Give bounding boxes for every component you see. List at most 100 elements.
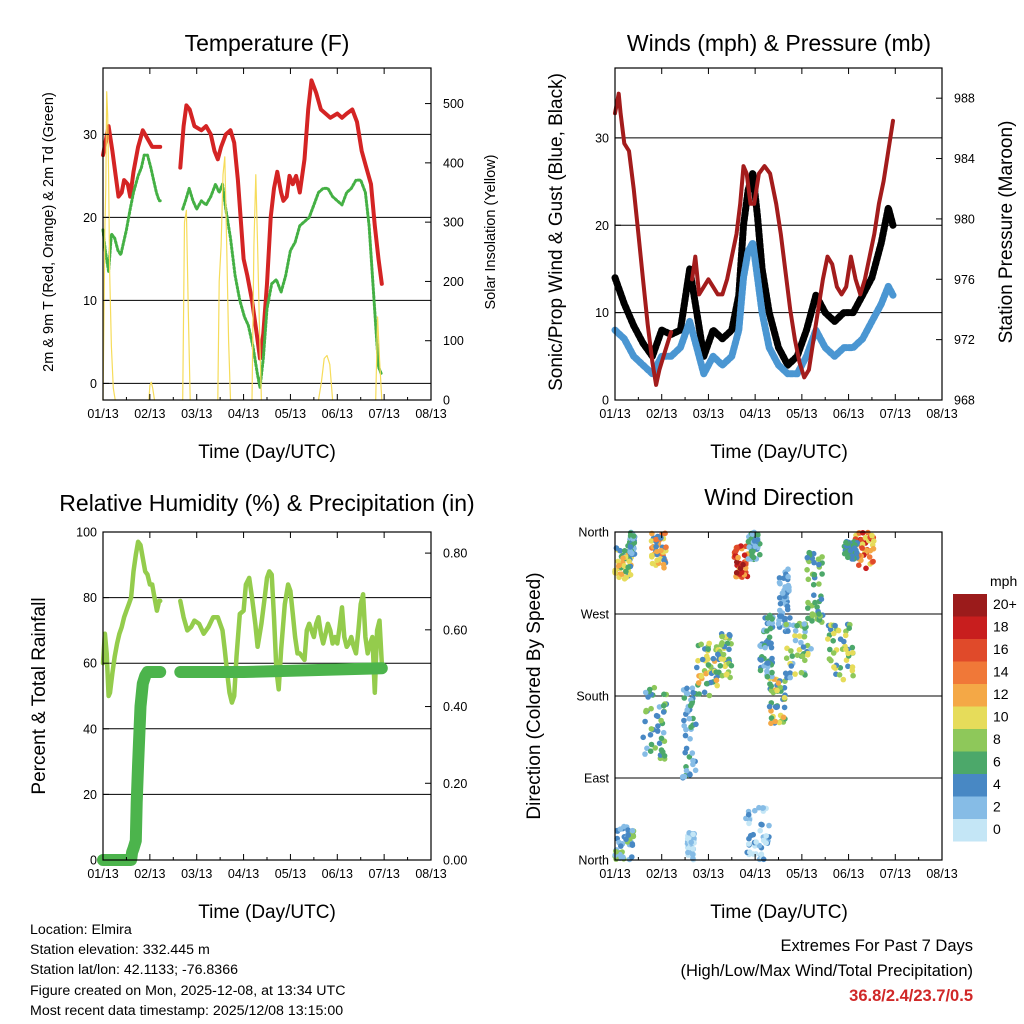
wind-direction-point <box>849 650 856 656</box>
wind-direction-point <box>687 736 693 742</box>
wind-direction-point <box>686 754 693 760</box>
wind-direction-point <box>768 708 774 714</box>
wind-direction-point <box>782 584 788 590</box>
wind-direction-point <box>805 576 812 583</box>
wind-direction-point <box>745 841 752 847</box>
wind_direction-x-tick-label: 02/13 <box>646 867 677 881</box>
elevation-text: Station elevation: 332.445 m <box>30 942 210 959</box>
wind-direction-point <box>689 685 696 691</box>
wind-direction-point <box>776 595 783 601</box>
colorbar-swatch <box>953 796 987 819</box>
wind-direction-point <box>653 712 660 719</box>
wind-direction-point <box>794 652 801 658</box>
wind-direction-point <box>706 640 712 647</box>
humidity-y2-tick-label: 0.60 <box>443 623 467 637</box>
wind-direction-point <box>845 663 851 670</box>
wind-direction-point <box>781 694 788 701</box>
temperature-y2-axis-label: Solar Insolation (Yellow) <box>483 154 499 309</box>
wind-direction-point <box>846 625 852 631</box>
humidity-y2-tick-label: 0.40 <box>443 700 467 714</box>
wind-direction-point <box>710 655 717 662</box>
wind-direction-point <box>787 674 793 681</box>
wind-direction-point <box>660 561 667 568</box>
wind-direction-point <box>654 728 661 734</box>
winds-y2-axis: 968 972 976 980 984 988 <box>936 92 975 408</box>
wind-direction-point <box>816 581 822 587</box>
temperature-y-tick-label: 0 <box>90 377 97 391</box>
wind-direction-point <box>849 644 856 651</box>
wind-direction-point <box>716 669 722 676</box>
temperature-y2-tick-label: 200 <box>443 275 464 289</box>
wind-direction-point <box>827 626 834 633</box>
temperature-y2-tick-label: 400 <box>443 156 464 170</box>
wind-direction-point <box>851 545 858 551</box>
winds-panel: Winds (mph) & Pressure (mb) Time (Day/UT… <box>546 30 1017 463</box>
humidity-y-axis-label: Percent & Total Rainfall <box>29 597 50 794</box>
wind-direction-point <box>621 823 627 830</box>
wind-direction-point <box>843 646 849 653</box>
wind-direction-point <box>798 669 805 676</box>
wind-direction-point <box>792 633 798 639</box>
wind-direction-point <box>746 544 752 550</box>
latlon-text: Station lat/lon: 42.1133; -76.8366 <box>30 962 238 979</box>
temperature-x-tick-label: 03/13 <box>181 407 212 421</box>
winds-title: Winds (mph) & Pressure (mb) <box>627 30 931 56</box>
wind-direction-point <box>660 749 666 755</box>
wind-direction-point <box>776 575 783 581</box>
wind-direction-point <box>792 637 799 644</box>
wind-direction-point <box>781 685 788 691</box>
wind-direction-point <box>703 680 710 687</box>
wind-direction-point <box>816 611 822 617</box>
temperature-frame <box>102 67 432 401</box>
wind-direction-point <box>769 655 775 662</box>
winds-x-tick-label: 08/13 <box>926 407 957 421</box>
colorbar-label: 10 <box>993 709 1009 725</box>
humidity-x-axis-label: Time (Day/UTC) <box>198 902 336 923</box>
wind_direction-y-tick-label: North <box>578 854 609 868</box>
wind-direction-point <box>766 703 773 710</box>
wind-direction-point <box>789 653 796 659</box>
winds-y2-tick-label: 984 <box>954 152 975 166</box>
wind-direction-point <box>757 551 763 558</box>
wind-direction-point <box>715 651 721 658</box>
wind_direction-y-tick-label: West <box>581 608 610 622</box>
humidity-x-tick-label: 05/13 <box>275 867 306 881</box>
wind-direction-point <box>642 751 648 757</box>
wind-direction-point <box>648 726 655 732</box>
wind-direction-point <box>769 616 775 622</box>
wind-direction-point <box>720 651 727 658</box>
wind-direction-point <box>811 592 817 598</box>
wind-direction-point <box>629 854 635 860</box>
temperature-series-2m-t <box>101 78 384 361</box>
temperature-x-tick-label: 02/13 <box>134 407 165 421</box>
wind-direction-point <box>749 531 756 537</box>
wind-direction-point <box>690 757 696 764</box>
wind-direction-point <box>757 827 763 834</box>
wind-direction-point <box>757 642 763 649</box>
wind-direction-point <box>804 652 811 658</box>
wind-direction-point <box>625 564 631 570</box>
wind-direction-x-axis-label: Time (Day/UTC) <box>710 902 848 923</box>
wind-direction-point <box>620 555 626 561</box>
wind-direction-point <box>748 548 755 555</box>
winds-x-tick-label: 06/13 <box>833 407 864 421</box>
winds-series-gust <box>611 169 897 369</box>
wind_direction-y-tick-label: East <box>584 772 610 786</box>
wind-direction-point <box>845 554 851 561</box>
humidity-y2-axis: 0.00 0.20 0.40 0.60 0.80 <box>425 547 467 868</box>
wind-direction-point <box>658 547 664 554</box>
winds-y-axis-label: Sonic/Prop Wind & Gust (Blue, Black) <box>546 73 567 391</box>
winds-x-tick-label: 05/13 <box>786 407 817 421</box>
wind-direction-point <box>705 662 712 668</box>
wind-direction-point <box>804 567 810 573</box>
humidity-x-tick-label: 08/13 <box>415 867 446 881</box>
winds-y-tick-label: 30 <box>595 131 609 145</box>
winds-y-tick-label: 20 <box>595 219 609 233</box>
humidity-x-tick-label: 06/13 <box>322 867 353 881</box>
wind-direction-point <box>658 535 664 541</box>
wind-direction-point <box>814 604 820 610</box>
colorbar-label: 14 <box>993 664 1009 680</box>
wind-direction-point <box>760 856 767 863</box>
wind-direction-point <box>681 723 687 729</box>
wind-direction-point <box>734 559 740 565</box>
